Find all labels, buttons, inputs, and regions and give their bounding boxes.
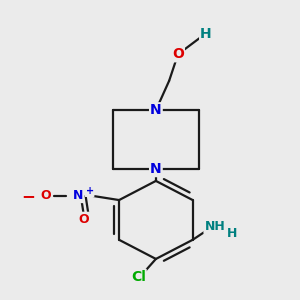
Text: N: N [150, 162, 162, 176]
Text: NH: NH [204, 220, 225, 233]
Text: O: O [172, 47, 184, 61]
Text: H: H [227, 227, 238, 240]
Text: N: N [73, 189, 83, 202]
Text: Cl: Cl [131, 270, 146, 283]
Text: O: O [78, 213, 89, 226]
Text: N: N [150, 103, 162, 117]
Text: −: − [21, 187, 35, 205]
Text: +: + [85, 186, 94, 196]
Text: O: O [40, 189, 51, 202]
Text: H: H [200, 27, 212, 41]
